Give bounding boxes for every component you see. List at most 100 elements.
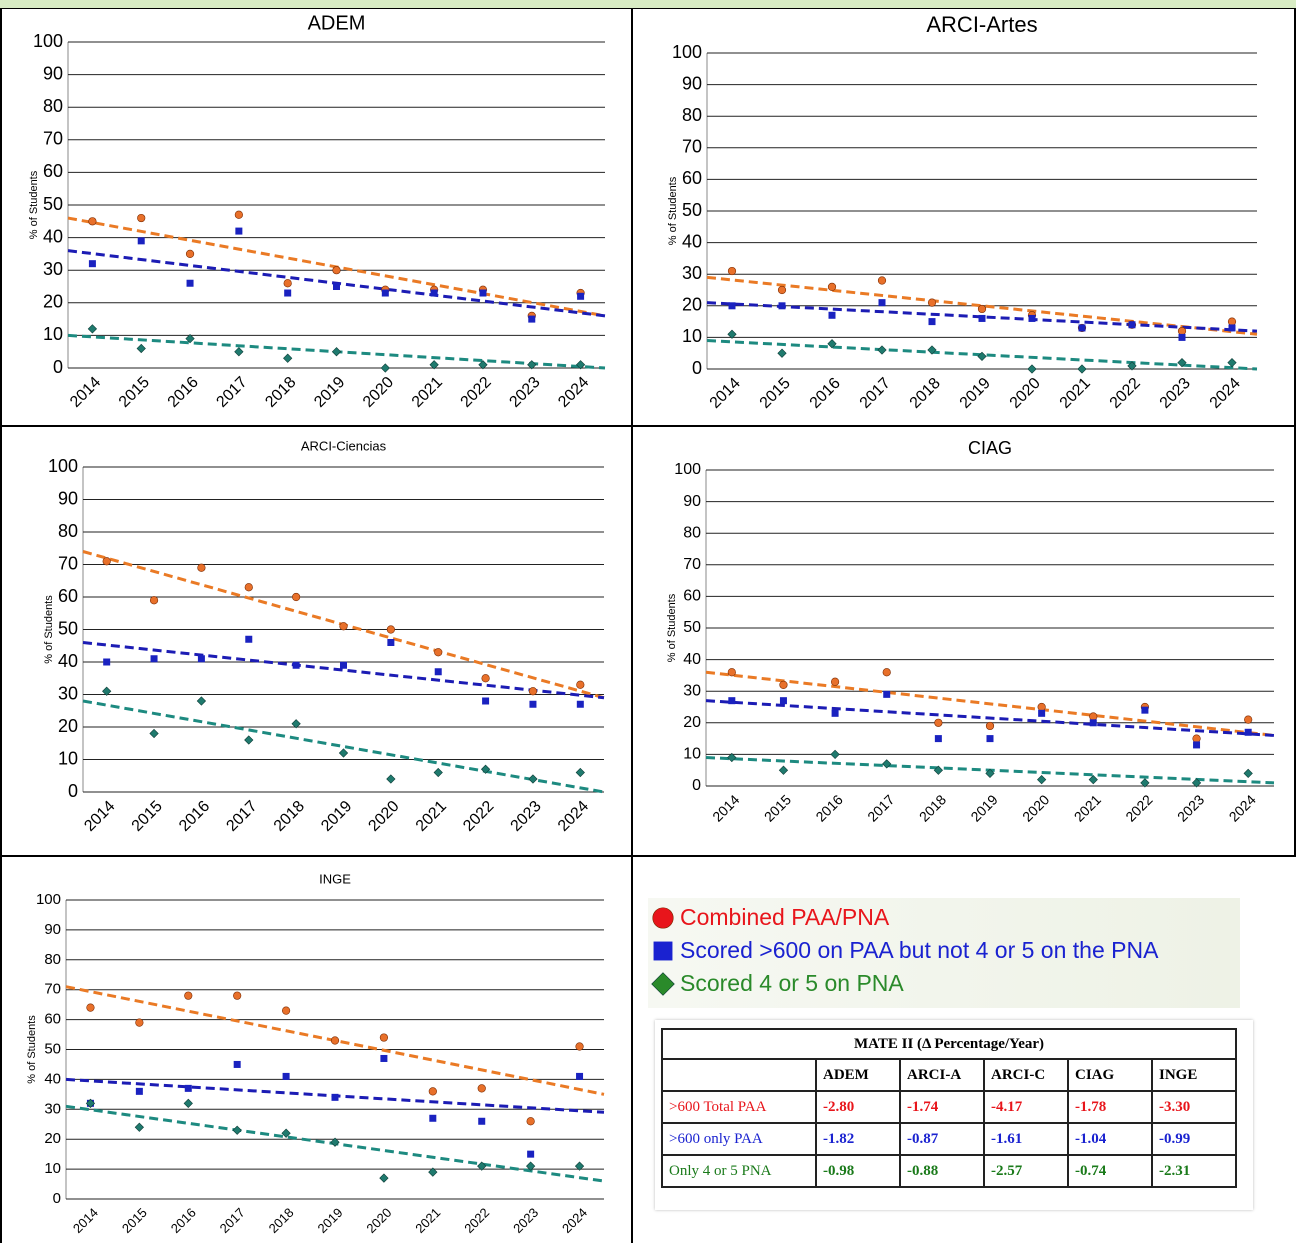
chart-title: ARCI-Ciencias [301,438,387,453]
point [137,213,146,223]
table-cell: ARCI-C [983,1058,1069,1092]
point [332,266,341,275]
point [882,668,891,677]
x-tick-label: 2024 [559,1205,590,1236]
table-cell: -4.17 [983,1090,1069,1124]
point [927,298,937,307]
point [1078,324,1086,332]
trend-line [82,641,605,700]
x-tick-label: 2020 [360,374,397,411]
x-tick-label: 2014 [81,798,118,835]
legend-icon [651,971,675,996]
chart-title: CIAG [968,438,1012,458]
point [727,329,737,339]
table-row: Only 4 or 5 PNA -0.98 -0.88 -2.57 -0.74 -2.31 [661,1154,1237,1188]
point [576,680,585,689]
point [478,360,488,370]
point [653,941,673,960]
x-tick-label: 2023 [508,798,545,835]
point [245,635,253,643]
legend: Combined PAA/PNA Scored >600 on PAA but n… [648,898,1240,1008]
x-tick-label: 2022 [1107,375,1144,412]
y-tick-label: 10 [683,746,701,763]
y-tick-label: 50 [683,619,701,636]
point [878,299,886,307]
point [88,260,96,268]
point [339,622,348,631]
point [977,351,987,361]
point [1178,333,1186,341]
point [877,345,887,355]
point [134,1122,144,1132]
point [1088,775,1098,785]
table-cell: -0.98 [815,1154,901,1188]
point [1192,734,1201,743]
point [330,1137,340,1147]
y-tick-label: 30 [58,683,78,703]
y-tick-label: 100 [672,42,702,62]
x-tick-label: 2023 [1174,791,1207,824]
y-tick-label: 30 [683,682,701,699]
point [429,360,439,370]
point [430,289,438,297]
table-cell: MATE II (Δ Percentage/Year) [661,1028,1237,1060]
x-tick-label: 2016 [176,798,213,835]
point [526,1161,536,1171]
point [830,749,840,760]
x-tick-label: 2018 [262,374,299,411]
x-tick-label: 2019 [311,374,348,411]
chart: INGE % of Students 0 10 20 30 40 50 60 70 80 90 100 2… [26,871,605,1236]
x-tick-label: 2021 [1057,375,1094,412]
point [576,1072,584,1080]
point [429,1114,437,1122]
point [85,1098,96,1108]
point [283,279,292,288]
table-cell: -2.80 [815,1090,901,1124]
x-tick-label: 2024 [1207,375,1244,412]
x-tick-label: 2017 [857,375,894,412]
point [292,592,301,602]
x-tick-label: 2018 [907,375,944,412]
y-tick-label: 70 [43,129,63,149]
table-cell: -1.82 [815,1122,901,1156]
point [778,765,789,775]
legend-label: Scored 4 or 5 on PNA [680,970,904,996]
point [338,748,349,758]
x-tick-label: 2020 [1019,791,1052,824]
x-tick-label: 2015 [761,791,794,824]
point [1089,719,1097,727]
table-row: >600 Total PAA -2.80 -1.74 -4.17 -1.78 -3.30 [661,1090,1237,1124]
chart: ADEM % of Students 0 10 20 30 40 50 60 70 80 90 100 2… [28,12,606,411]
y-axis-label: % of Students [28,170,40,239]
point [149,596,159,605]
point [1227,358,1237,368]
y-axis-label: % of Students [43,595,55,664]
point [331,1093,339,1101]
point [86,1003,95,1012]
y-tick-label: 0 [53,1190,61,1207]
y-tick-label: 90 [683,493,701,510]
x-tick-label: 2021 [413,798,450,835]
table-cell: ADEM [815,1058,901,1092]
point [727,752,737,763]
y-tick-label: 10 [682,326,702,346]
legend-item: Combined PAA/PNA [650,904,889,931]
table-cell: ARCI-A [899,1058,985,1092]
point [135,1018,144,1027]
point [103,658,111,666]
point [1227,317,1237,326]
y-tick-label: 90 [682,73,702,93]
y-tick-label: 40 [43,226,63,246]
y-tick-label: 60 [683,588,701,605]
point [136,343,146,354]
point [1027,364,1037,374]
point [196,696,207,706]
y-tick-label: 90 [44,921,61,938]
table-cell: -0.88 [899,1154,985,1188]
table-cell: >600 Total PAA [661,1090,817,1124]
point [482,697,490,705]
x-tick-label: 2024 [555,374,592,411]
y-tick-label: 80 [44,951,61,968]
y-tick-label: 50 [58,618,78,638]
